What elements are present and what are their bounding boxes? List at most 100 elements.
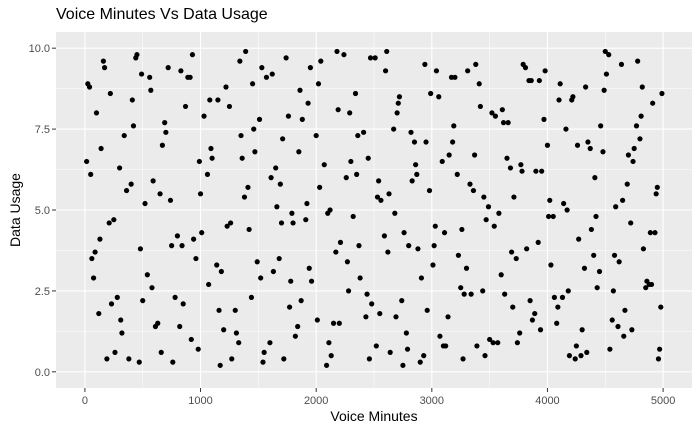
data-point (223, 84, 229, 90)
data-point (355, 132, 361, 139)
data-point (97, 236, 103, 242)
data-point (363, 314, 369, 320)
data-point (229, 356, 235, 362)
data-point (90, 275, 97, 281)
data-point (533, 168, 539, 174)
data-point (546, 213, 552, 220)
data-point (118, 317, 124, 323)
data-point (386, 191, 392, 197)
data-point (224, 223, 230, 229)
data-point (403, 330, 409, 336)
chart-title: Voice Minutes Vs Data Usage (56, 6, 268, 23)
data-point (133, 55, 139, 61)
data-point (381, 233, 388, 239)
data-point (458, 285, 464, 291)
data-point (313, 132, 319, 139)
data-point (226, 103, 233, 110)
data-point (281, 356, 287, 362)
data-point (256, 116, 263, 122)
data-point (467, 181, 473, 187)
data-point (564, 207, 570, 213)
data-point (524, 246, 530, 252)
data-point (532, 310, 538, 317)
data-point (629, 327, 635, 333)
data-point (536, 77, 542, 84)
data-point (602, 48, 608, 55)
data-point (594, 285, 600, 291)
data-point (555, 304, 561, 310)
data-point (100, 58, 107, 64)
data-point (299, 116, 305, 122)
data-point (504, 155, 510, 161)
data-point (396, 94, 403, 100)
data-point (245, 184, 251, 190)
data-point (317, 184, 323, 190)
data-point (158, 349, 164, 355)
data-point (650, 100, 656, 106)
data-point (621, 333, 627, 339)
data-point (204, 171, 211, 177)
data-point (260, 359, 266, 365)
data-point (541, 116, 547, 122)
data-point (343, 175, 349, 181)
data-point (613, 204, 619, 210)
data-point (354, 171, 360, 177)
data-point (637, 136, 643, 142)
data-point (195, 346, 201, 352)
data-point (360, 129, 367, 135)
data-point (106, 220, 112, 226)
data-point (548, 262, 554, 268)
data-point (573, 343, 579, 349)
data-point (147, 74, 153, 80)
data-point (251, 126, 257, 132)
y-tick-label: 0.0 (35, 367, 50, 379)
data-point (598, 123, 604, 129)
data-point (658, 304, 664, 310)
data-point (426, 187, 433, 194)
data-point (468, 291, 474, 297)
data-point (592, 175, 598, 181)
data-point (273, 165, 279, 171)
data-point (517, 330, 523, 336)
data-point (249, 81, 256, 87)
data-point (559, 294, 566, 300)
data-point (289, 210, 295, 216)
data-point (535, 239, 541, 245)
data-point (537, 327, 544, 333)
data-point (601, 87, 607, 93)
data-point (481, 194, 487, 200)
data-point (162, 120, 168, 126)
y-tick-label: 10.0 (29, 43, 50, 55)
data-point (491, 223, 497, 229)
data-point (280, 136, 286, 142)
y-tick-label: 5.0 (35, 205, 50, 217)
data-point (112, 349, 118, 355)
data-point (150, 178, 156, 184)
data-point (267, 340, 273, 346)
data-point (496, 210, 502, 216)
data-point (441, 230, 448, 236)
data-point (174, 233, 181, 239)
data-point (539, 168, 545, 174)
data-point (233, 330, 239, 336)
data-point (196, 158, 202, 165)
data-point (347, 110, 353, 116)
data-point (436, 94, 442, 100)
data-point (270, 268, 276, 275)
data-point (394, 110, 400, 116)
data-point (633, 123, 640, 129)
data-point (408, 129, 414, 135)
data-point (492, 113, 499, 119)
data-point (406, 243, 412, 249)
data-point (609, 317, 615, 323)
data-point (652, 230, 658, 236)
data-point (214, 262, 220, 268)
data-point (326, 340, 332, 346)
data-point (474, 343, 480, 349)
data-point (644, 278, 650, 284)
data-point (85, 81, 91, 87)
data-point (499, 107, 505, 113)
data-point (603, 71, 610, 77)
data-point (518, 162, 524, 168)
data-point (285, 113, 292, 119)
